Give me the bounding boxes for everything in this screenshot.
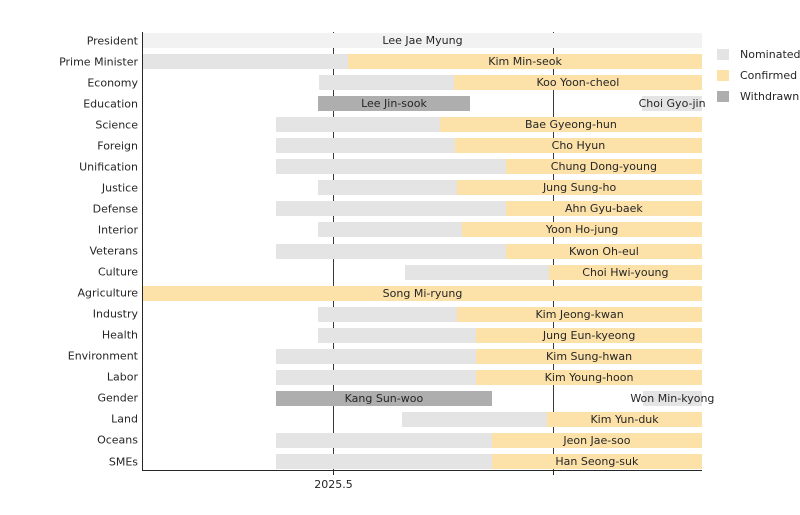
bar-segment-confirmed: Han Seong-suk: [491, 454, 702, 469]
bar-segment-confirmed: Yoon Ho-jung: [462, 222, 702, 238]
nominee-name: Cho Hyun: [551, 139, 606, 153]
bar-segment-confirmed: Cho Hyun: [454, 138, 702, 154]
nominee-name: Jung Sung-ho: [542, 181, 617, 195]
bar-segment-nominated: [317, 327, 477, 343]
bar-segment-confirmed: Kim Yun-duk: [547, 411, 702, 427]
legend-swatch-nominated: [717, 49, 729, 60]
bar-segment-nominated: [143, 54, 349, 70]
bar-segment-nominated: [276, 348, 477, 364]
nominee-name: Kwon Oh-eul: [568, 244, 639, 258]
bar-segment-nominated: [317, 222, 463, 238]
category-label: Economy: [87, 76, 138, 90]
bar-segment-nominated: [317, 180, 458, 196]
bar-segment-confirmed: Ahn Gyu-baek: [505, 201, 702, 217]
category-label: Justice: [101, 181, 138, 195]
bar-segment-confirmed: Jeon Jae-soo: [491, 432, 702, 448]
nominee-name: Kim Jeong-kwan: [535, 307, 624, 321]
legend-swatch-withdrawn: [717, 91, 729, 102]
category-label: Defense: [92, 202, 138, 216]
category-label: Culture: [97, 265, 138, 279]
bar-segment-nominated: [276, 138, 455, 154]
nominee-name: Choi Hwi-young: [582, 265, 669, 279]
bar-segment-confirmed: Chung Dong-young: [505, 159, 702, 175]
bar-segment-confirmed: Choi Hwi-young: [548, 264, 702, 280]
bar-segment-nominated: [276, 432, 492, 448]
bar-segment-nominated: [319, 75, 454, 91]
bar-segment-confirmed: Kim Young-hoon: [476, 369, 702, 385]
bar-segment-nominated: [276, 117, 440, 133]
bar-segment-nominated: [276, 243, 506, 259]
bar-segment-confirmed: Song Mi-ryung: [143, 285, 702, 301]
y-axis-line: [142, 32, 143, 470]
nominee-name: Han Seong-suk: [555, 455, 639, 468]
bar-segment-nominated: [276, 369, 477, 385]
bar-segment-withdrawn: Kang Sun-woo: [276, 390, 492, 406]
category-label: Interior: [97, 223, 138, 237]
bar-segment-nominated: [405, 264, 549, 280]
bar-segment-nominated: [276, 454, 492, 469]
bar-segment-nominated: Choi Gyo-jin: [639, 96, 706, 112]
nominee-name: Song Mi-ryung: [382, 286, 463, 300]
x-axis-line: [142, 470, 702, 471]
legend-entry-nominated: Nominated: [717, 44, 800, 65]
category-label: Labor: [106, 370, 138, 384]
nominee-name: Lee Jin-sook: [361, 97, 427, 111]
nominee-name: Kim Min-seok: [488, 55, 562, 69]
legend-swatch-confirmed: [717, 70, 729, 81]
nominee-name: Jeon Jae-soo: [563, 433, 631, 447]
nominee-name: Bae Gyeong-hun: [524, 118, 617, 132]
nominee-name: Ahn Gyu-baek: [564, 202, 643, 216]
legend-label: Withdrawn: [740, 90, 800, 103]
category-label: Gender: [97, 391, 138, 405]
legend-label: Nominated: [740, 48, 800, 61]
nominee-name: Kim Sung-hwan: [546, 349, 633, 363]
nominee-name: Kim Yun-duk: [590, 412, 659, 426]
bar-segment-confirmed: Kim Sung-hwan: [476, 348, 702, 364]
bar-segment-withdrawn: Lee Jin-sook: [317, 96, 470, 112]
nominee-name: Koo Yoon-cheol: [536, 76, 620, 90]
bar-segment-confirmed: Jung Sung-ho: [457, 180, 702, 196]
category-label: Environment: [67, 349, 138, 363]
legend-entry-confirmed: Confirmed: [717, 65, 797, 86]
bar-segment-confirmed: Kim Min-seok: [348, 54, 702, 70]
category-label: Unification: [79, 160, 138, 174]
x-tick-mark: [552, 471, 554, 475]
bar-segment-confirmed: Jung Eun-kyeong: [476, 327, 702, 343]
x-tick-mark: [333, 471, 335, 475]
category-label: Education: [83, 97, 138, 111]
category-label: Prime Minister: [59, 55, 138, 69]
nominee-name: Chung Dong-young: [550, 160, 657, 174]
bar-segment-nominated: [317, 306, 458, 322]
bar-segment-nominated: Won Min-kyong: [630, 390, 714, 406]
category-label: Oceans: [97, 433, 138, 447]
bar-segment-confirmed: Bae Gyeong-hun: [439, 117, 702, 133]
bar-segment-confirmed: Koo Yoon-cheol: [453, 75, 702, 91]
nominee-name: Jung Eun-kyeong: [542, 328, 636, 342]
category-label: SMEs: [108, 455, 138, 468]
bar-segment-confirmed: Kwon Oh-eul: [505, 243, 702, 259]
category-label: Agriculture: [77, 286, 139, 300]
category-label: President: [86, 34, 138, 47]
bar-segment-nominated: [401, 411, 548, 427]
category-label: Land: [111, 412, 138, 426]
nominee-name: Lee Jae Myung: [382, 34, 463, 47]
nominee-name: Yoon Ho-jung: [545, 223, 619, 237]
nominee-name: Kang Sun-woo: [344, 391, 424, 405]
category-label: Health: [101, 328, 138, 342]
nominee-name: Kim Young-hoon: [544, 370, 634, 384]
bar-segment-confirmed: Kim Jeong-kwan: [457, 306, 702, 322]
bar-segment-nominated: [276, 201, 506, 217]
nominee-name: Choi Gyo-jin: [638, 97, 706, 111]
legend-label: Confirmed: [740, 69, 798, 82]
bar-segment-nominated: [276, 159, 506, 175]
category-label: Foreign: [97, 139, 138, 153]
category-label: Science: [95, 118, 138, 132]
nominee-name: Won Min-kyong: [630, 391, 715, 405]
bar-segment-president: Lee Jae Myung: [143, 33, 702, 48]
legend-entry-withdrawn: Withdrawn: [717, 86, 799, 107]
category-label: Veterans: [89, 244, 139, 258]
x-tick-label: 2025.5: [314, 478, 353, 491]
category-label: Industry: [92, 307, 138, 321]
